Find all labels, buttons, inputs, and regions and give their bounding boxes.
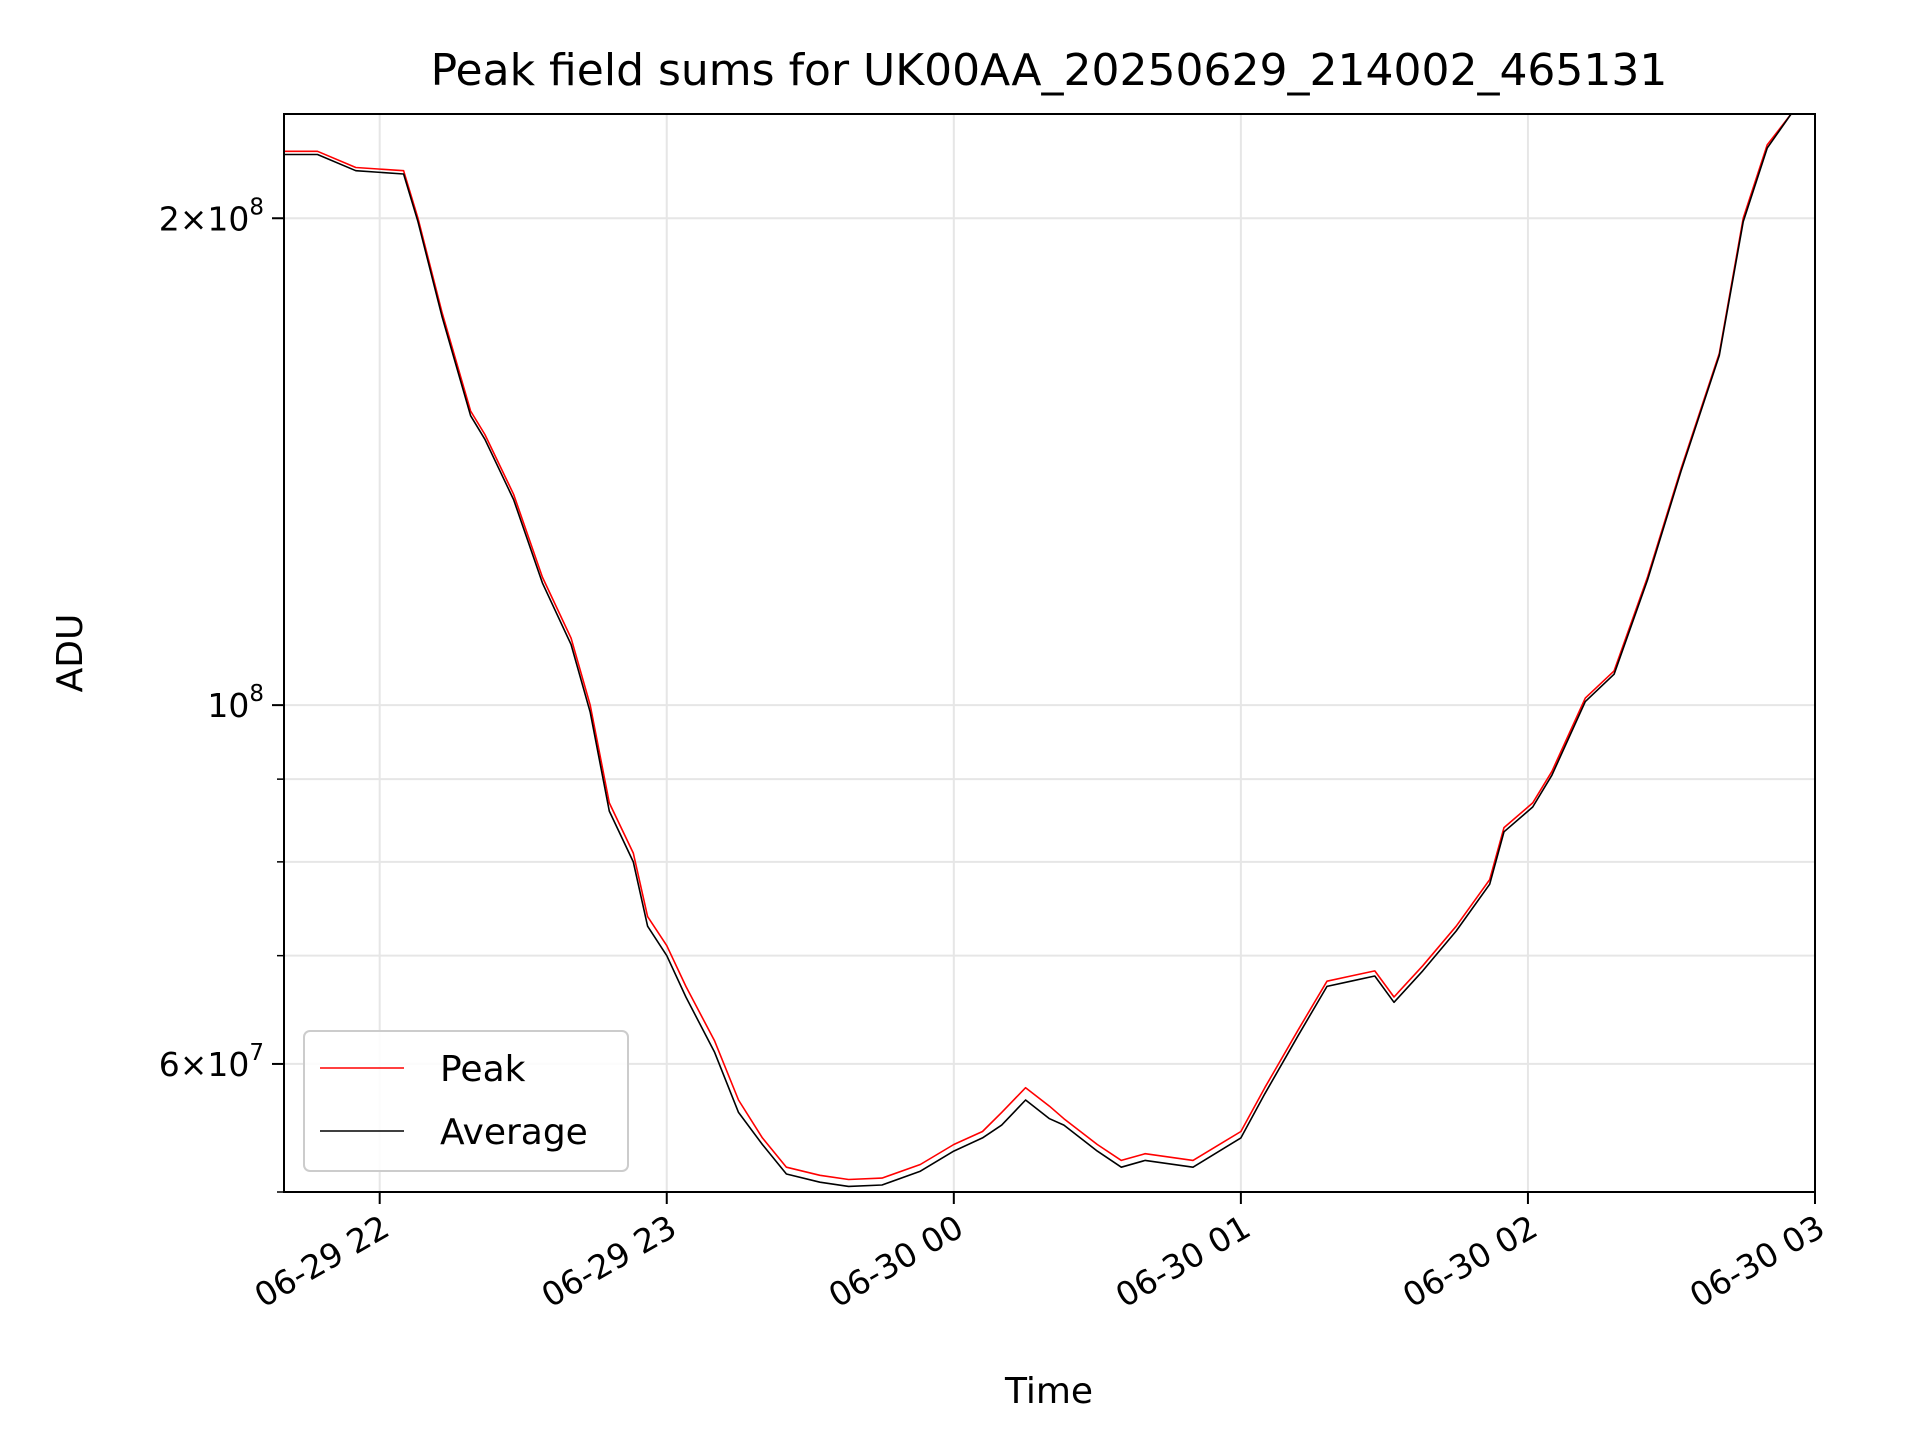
y-axis-label: ADU [50,614,91,693]
series-lines [284,113,1815,1188]
y-axis-ticks: 6×107 108 2×108 [159,194,284,1193]
y-tick-label: 6×107 [159,1040,264,1084]
x-tick-label: 06-29 23 [535,1207,683,1315]
legend-label-average: Average [440,1112,588,1153]
plot-frame [283,113,1816,1193]
series-line-average [284,113,1815,1188]
legend-box [303,1030,629,1172]
series-line-peak [284,113,1815,1181]
x-tick-label: 06-30 00 [822,1207,970,1315]
x-tick-label: 06-29 22 [248,1207,396,1315]
chart-title: Peak field sums for UK00AA_20250629_2140… [431,45,1668,96]
x-tick-label: 06-30 02 [1396,1207,1544,1315]
x-tick-label: 06-30 01 [1109,1207,1257,1315]
x-axis-ticks: 06-29 22 06-29 23 06-30 00 06-30 01 06-30 02… [248,1192,1831,1315]
y-tick-label: 108 [207,681,264,725]
legend: Peak Average [303,1030,629,1172]
legend-label-peak: Peak [440,1049,526,1090]
x-tick-label: 06-30 03 [1683,1207,1831,1315]
y-tick-label: 2×108 [159,194,264,238]
x-axis-label: Time [1004,1371,1093,1412]
